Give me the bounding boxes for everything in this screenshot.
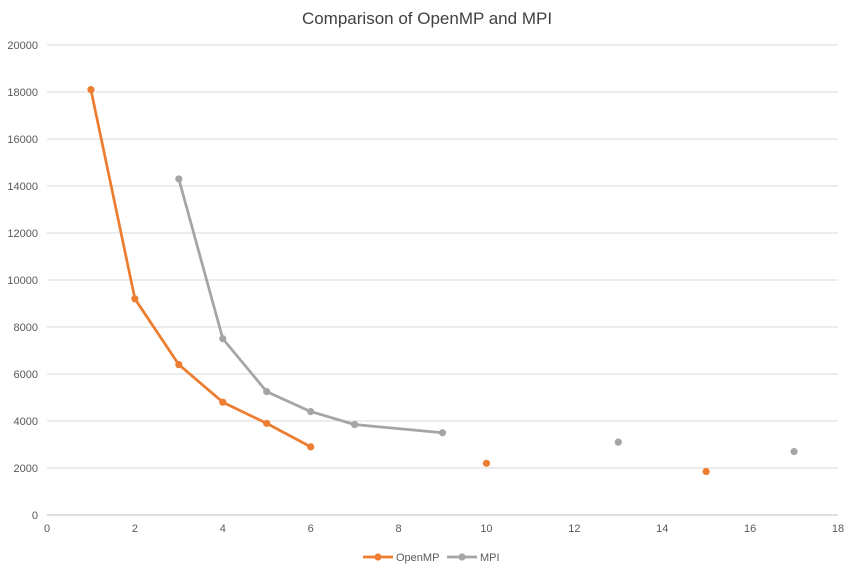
- data-point: [87, 86, 95, 94]
- x-tick-label: 0: [44, 523, 50, 535]
- gridlines: [47, 44, 838, 516]
- x-tick-label: 14: [656, 523, 668, 535]
- data-point: [351, 420, 359, 429]
- series-line: [177, 177, 444, 435]
- legend-swatch-marker: [458, 553, 466, 561]
- series-openmp: [87, 86, 710, 476]
- data-point: [219, 398, 227, 406]
- data-point: [263, 419, 271, 427]
- data-point: [307, 408, 315, 416]
- y-tick-label: 14000: [7, 181, 38, 193]
- series-line: [89, 88, 313, 449]
- x-tick-label: 18: [832, 523, 844, 535]
- series-group: [87, 86, 798, 476]
- y-tick-label: 18000: [7, 87, 38, 99]
- x-tick-label: 8: [395, 523, 401, 535]
- y-tick-label: 4000: [14, 416, 38, 428]
- legend-label: OpenMP: [396, 552, 439, 564]
- legend-entry-mpi: MPI: [447, 552, 500, 564]
- data-point: [131, 295, 139, 303]
- legend: OpenMP MPI: [363, 552, 500, 564]
- data-point: [307, 443, 315, 451]
- data-point: [614, 438, 622, 446]
- y-tick-label: 12000: [7, 228, 38, 240]
- x-tick-label: 6: [308, 523, 314, 535]
- legend-swatch-marker: [374, 553, 382, 561]
- y-tick-label: 0: [32, 510, 38, 522]
- chart-title: Comparison of OpenMP and MPI: [302, 9, 552, 28]
- data-point: [175, 361, 183, 369]
- y-tick-label: 16000: [7, 134, 38, 146]
- y-tick-label: 10000: [7, 275, 38, 287]
- y-tick-label: 8000: [14, 322, 38, 334]
- x-tick-label: 2: [132, 523, 138, 535]
- legend-label: MPI: [480, 552, 500, 564]
- legend-entry-openmp: OpenMP: [363, 552, 439, 564]
- data-point: [482, 459, 491, 467]
- data-point: [263, 388, 271, 396]
- x-tick-label: 16: [744, 523, 756, 535]
- data-point: [438, 429, 447, 437]
- x-tick-label: 4: [220, 523, 226, 535]
- y-tick-label: 2000: [14, 463, 38, 475]
- x-tick-label: 10: [480, 523, 492, 535]
- x-tick-label: 12: [568, 523, 580, 535]
- data-point: [175, 175, 183, 183]
- data-point: [702, 467, 710, 476]
- y-tick-label: 6000: [14, 369, 38, 381]
- series-mpi: [175, 175, 798, 456]
- data-point: [790, 447, 798, 456]
- axes: 0200040006000800010000120001400016000180…: [7, 40, 844, 535]
- data-point: [219, 335, 227, 343]
- y-tick-label: 20000: [7, 40, 38, 52]
